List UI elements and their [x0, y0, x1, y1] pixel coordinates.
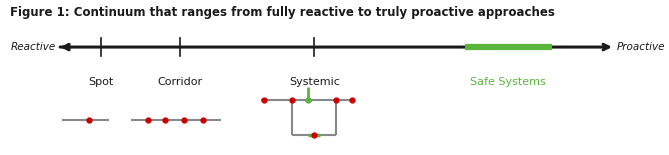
Text: Corridor: Corridor: [157, 78, 202, 88]
Text: Safe Systems: Safe Systems: [470, 78, 547, 88]
Text: Proactive: Proactive: [617, 42, 665, 52]
Text: Reactive: Reactive: [10, 42, 56, 52]
Text: Figure 1: Continuum that ranges from fully reactive to truly proactive approache: Figure 1: Continuum that ranges from ful…: [11, 6, 555, 19]
Text: Spot: Spot: [88, 78, 114, 88]
Text: Systemic: Systemic: [289, 78, 340, 88]
